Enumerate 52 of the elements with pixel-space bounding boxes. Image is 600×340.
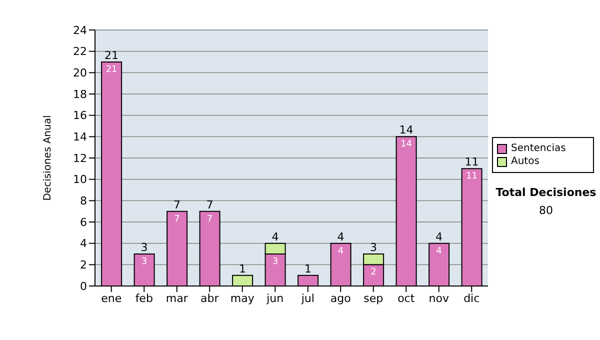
total-label: 11 — [464, 156, 479, 169]
data-label: 7 — [206, 214, 213, 224]
total-label: 21 — [104, 49, 119, 62]
legend-label: Autos — [511, 155, 540, 168]
legend-label: Sentencias — [511, 142, 566, 155]
data-label: 3 — [272, 257, 278, 267]
total-label: 1 — [304, 262, 312, 276]
total-label: 3 — [140, 241, 148, 254]
total-label: 1 — [239, 262, 246, 276]
total-label: 4 — [337, 230, 344, 244]
data-label: 4 — [436, 246, 442, 256]
y-tick-label: 20 — [73, 66, 87, 80]
x-tick-label: abr — [200, 292, 220, 305]
x-tick-label: sep — [364, 292, 384, 305]
total-label: 4 — [272, 230, 279, 244]
data-label: 11 — [466, 172, 478, 182]
y-tick-label: 12 — [73, 152, 87, 165]
y-tick-label: 22 — [73, 45, 87, 58]
x-tick-label: nov — [428, 292, 450, 305]
x-tick-label: dic — [464, 292, 480, 305]
y-tick-label: 24 — [73, 24, 87, 37]
text: 80 — [538, 204, 554, 217]
x-tick-label: ago — [330, 292, 352, 305]
y-tick-label: 10 — [73, 173, 87, 186]
data-label: 3 — [141, 257, 148, 267]
x-tick-label: mar — [166, 292, 188, 305]
x-tick-label: jun — [266, 292, 284, 305]
data-label: 7 — [174, 214, 180, 224]
y-tick-label: 2 — [80, 258, 87, 272]
y-tick-label: 16 — [73, 109, 87, 122]
total-label: 7 — [206, 198, 214, 212]
y-tick-label: 4 — [80, 237, 87, 250]
x-tick-label: ene — [101, 292, 122, 305]
y-tick-label: 18 — [73, 88, 87, 101]
y-tick-label: 0 — [80, 280, 87, 293]
x-tick-label: feb — [135, 292, 153, 305]
total-label: 7 — [174, 198, 181, 212]
x-tick-label: oct — [398, 292, 416, 305]
data-label: 4 — [338, 246, 344, 256]
x-tick-label: jul — [300, 292, 314, 305]
total-label: 4 — [436, 230, 443, 244]
data-label: 14 — [400, 140, 412, 150]
total-label: 3 — [370, 241, 378, 254]
y-tick-label: 6 — [80, 216, 87, 229]
data-label: 21 — [106, 65, 118, 75]
y-tick-label: 8 — [80, 194, 87, 208]
y-tick-label: 14 — [73, 130, 87, 144]
data-label: 2 — [370, 268, 376, 278]
y-axis-title: Decisiones Anual — [42, 115, 54, 201]
x-tick-label: may — [230, 292, 255, 305]
text: Total Decisiones — [494, 186, 598, 199]
total-label: 14 — [399, 124, 414, 137]
